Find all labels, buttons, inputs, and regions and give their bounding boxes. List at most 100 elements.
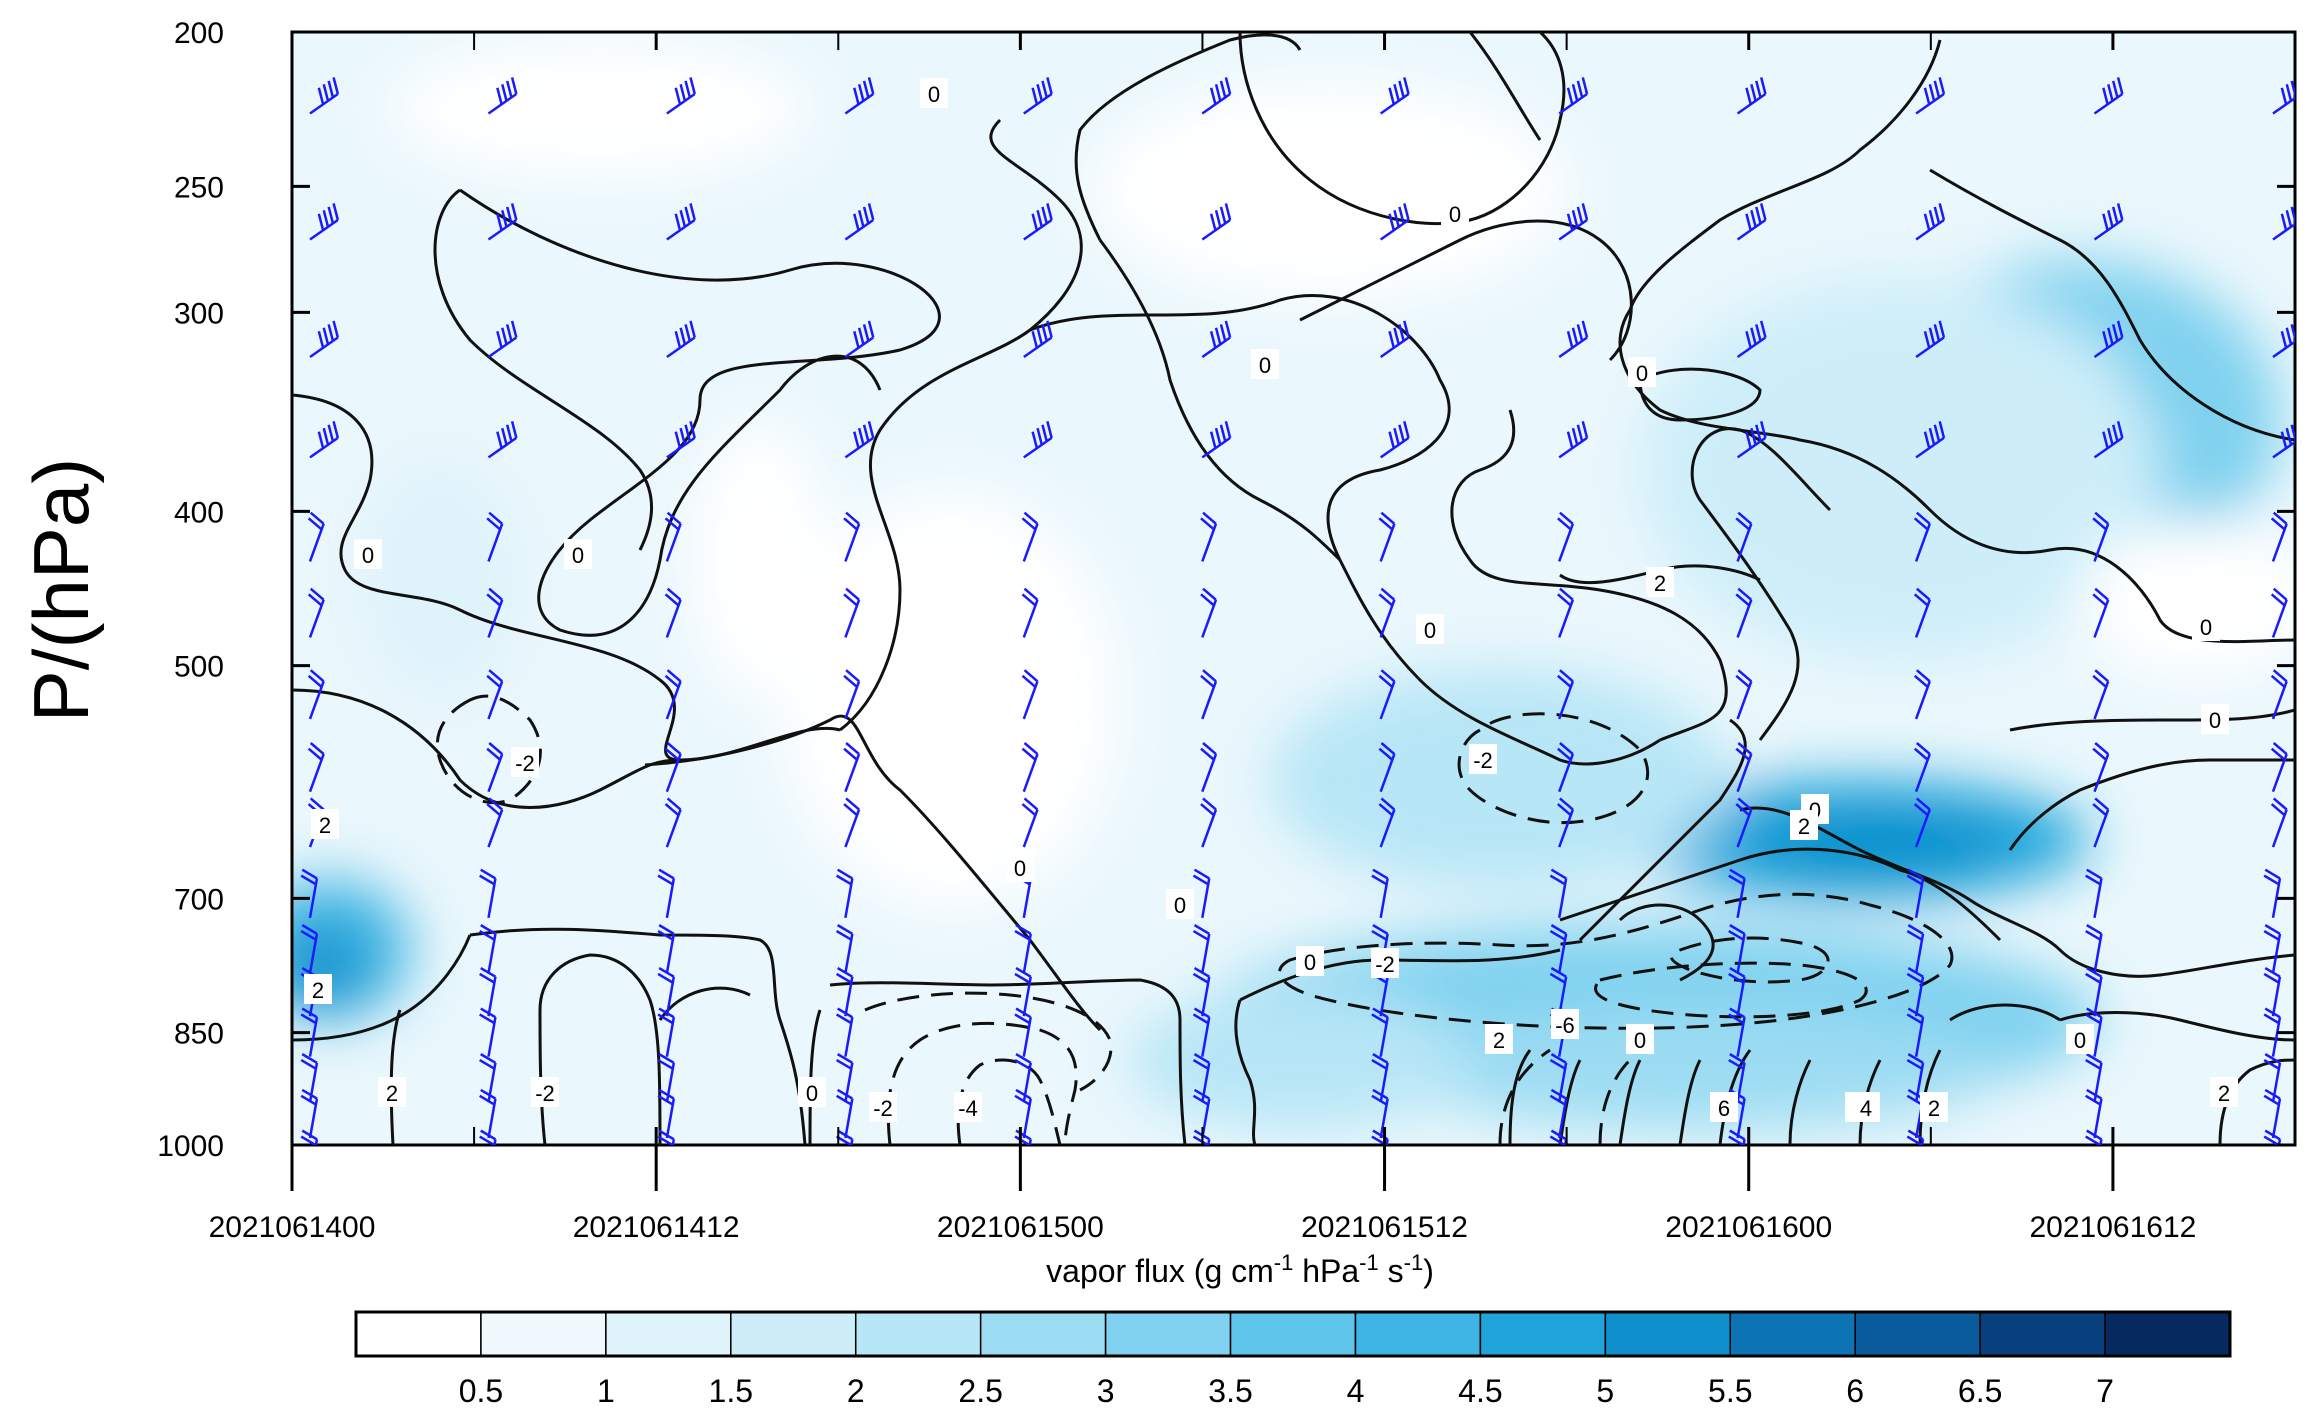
wind-barb [844,77,875,115]
wind-barb [1371,868,1389,919]
wind-barb [1913,669,1931,720]
wind-barb [1736,203,1767,241]
wind-barb [300,1129,319,1145]
wind-barb [1728,1007,1746,1057]
wind-barb [2092,511,2110,562]
colorbar-label: 6 [1846,1373,1864,1409]
contour-label: 0 [920,78,948,108]
svg-text:0: 0 [362,543,374,568]
contour-line [2008,758,2295,851]
contour-line [644,714,1102,1032]
wind-barb [1915,320,1946,359]
wind-barb [835,966,854,1017]
contour-label: 6 [1710,1092,1738,1122]
wind-barb [300,868,319,919]
wind-barb [1021,587,1039,638]
wind-barb [1192,868,1211,919]
wind-barb [2270,587,2288,638]
wind-barb [657,868,676,919]
wind-barb [1371,1088,1389,1139]
svg-text:2: 2 [312,978,324,1003]
colorbar-label: 0.5 [459,1373,503,1409]
contour-line [1718,1049,1752,1145]
x-tick-label: 2021061412 [573,1211,740,1244]
wind-barb [1023,203,1053,241]
wind-barb [2092,797,2110,848]
wind-barb [1378,742,1396,793]
wind-barb [1557,797,1575,848]
wind-barb [1736,77,1767,115]
wind-barb [2270,511,2288,562]
wind-barb [2263,966,2282,1017]
contour-line [1559,847,2002,942]
wind-barb [1023,421,1053,459]
y-tick-label: 200 [174,17,224,50]
svg-text:0: 0 [1304,950,1316,975]
wind-barb [307,587,325,638]
wind-barb [1728,924,1746,974]
wind-barb [1200,797,1218,848]
wind-barb [1549,868,1568,919]
wind-barb [1915,203,1946,241]
wind-barb [486,511,504,562]
wind-barb [1549,1088,1568,1139]
contour-line [1558,1059,1582,1145]
contour-label: 2 [1646,567,1674,597]
contour-label: 0 [1626,1024,1654,1054]
wind-barb [666,421,696,459]
svg-text:2: 2 [1493,1028,1505,1053]
wind-barb [1736,320,1767,359]
wind-barb [843,797,861,848]
x-tick-label: 2021061600 [1665,1211,1832,1244]
contour-line [1618,1059,1642,1145]
svg-text:0: 0 [806,1081,818,1106]
wind-barb [487,77,518,115]
wind-barb [2263,868,2282,919]
wind-barb [1014,966,1032,1017]
wind-barb [309,77,340,115]
negative-contour-line [1598,1058,1632,1145]
wind-barb [1557,669,1575,720]
wind-barb [2085,966,2103,1017]
shade-blob [690,420,830,700]
colorbar-bin [1604,1311,1732,1357]
svg-text:-2: -2 [515,751,535,776]
contour-label: 2 [1790,810,1818,840]
contour-line [1508,1049,1532,1145]
wind-barb [2085,1129,2103,1145]
wind-barb [1915,77,1946,115]
wind-barb [300,924,319,974]
wind-barb [1021,797,1039,848]
colorbar-label: 5.5 [1708,1373,1752,1409]
wind-barb [1557,587,1575,638]
wind-barb [835,1088,854,1139]
wind-barb [2092,587,2110,638]
wind-barb [664,742,682,793]
svg-text:0: 0 [1259,353,1271,378]
wind-barb [1023,320,1053,359]
contour-line [1788,1059,1812,1145]
wind-barb [1736,421,1767,459]
y-axis-label: P/(hPa) [17,458,105,722]
x-axis: 2021061400 2021061412 2021061500 2021061512… [209,32,2196,1244]
svg-text:0: 0 [2209,708,2221,733]
svg-text:-4: -4 [958,1096,978,1121]
contour-line [459,188,941,637]
contour-label: 0 [1441,198,1469,228]
wind-barb [1906,1007,1925,1057]
svg-text:0: 0 [1014,856,1026,881]
colorbar-bin [480,1311,607,1357]
contour-line [1299,219,1633,362]
colorbar-label: 6.5 [1958,1373,2002,1409]
wind-barb [2092,742,2110,793]
svg-text:4: 4 [1860,1096,1872,1121]
wind-barb [307,669,325,720]
wind-barb [1378,587,1396,638]
wind-barb [1728,1129,1746,1145]
svg-text:0: 0 [1636,361,1648,386]
wind-barb [843,587,861,638]
wind-barb [835,1007,854,1057]
contour-line [1098,239,1342,562]
wind-barb [1735,797,1753,848]
wind-barb [664,587,682,638]
